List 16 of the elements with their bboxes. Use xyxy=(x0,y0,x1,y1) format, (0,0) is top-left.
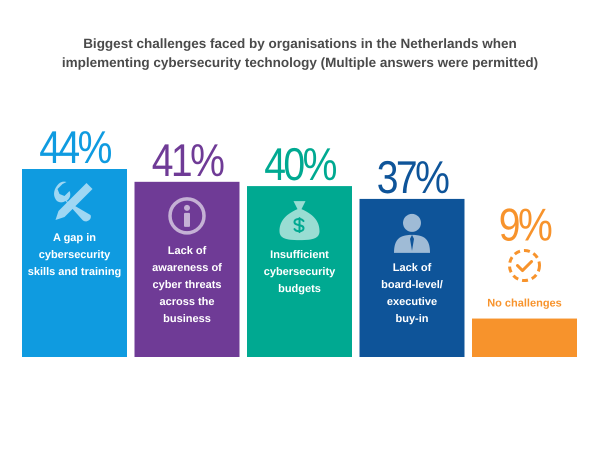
x-tick-label: Lack of board-level/ executive buy-in xyxy=(381,262,443,325)
x-tick-label: A gap in cybersecurity skills and training xyxy=(28,232,122,278)
bar xyxy=(134,182,240,357)
bar xyxy=(472,318,577,357)
data-label: 40% xyxy=(264,139,336,191)
bar xyxy=(247,186,352,357)
chart-title: Biggest challenges faced by organisations in the Netherlands when implementing cybersecurity technology (Multiple answers were permitted) xyxy=(62,36,538,70)
bar xyxy=(360,198,464,357)
x-tick-label: Insufficient cybersecurity budgets xyxy=(264,249,336,296)
data-label: 41% xyxy=(152,134,224,187)
x-tick-label: No challenges xyxy=(487,298,562,310)
data-label: 37% xyxy=(376,152,449,204)
x-tick-label: Lack of awareness of cyber threats across the business xyxy=(152,244,222,325)
bar xyxy=(22,169,127,357)
data-label: 9% xyxy=(498,200,552,252)
data-label: 44% xyxy=(39,122,112,174)
